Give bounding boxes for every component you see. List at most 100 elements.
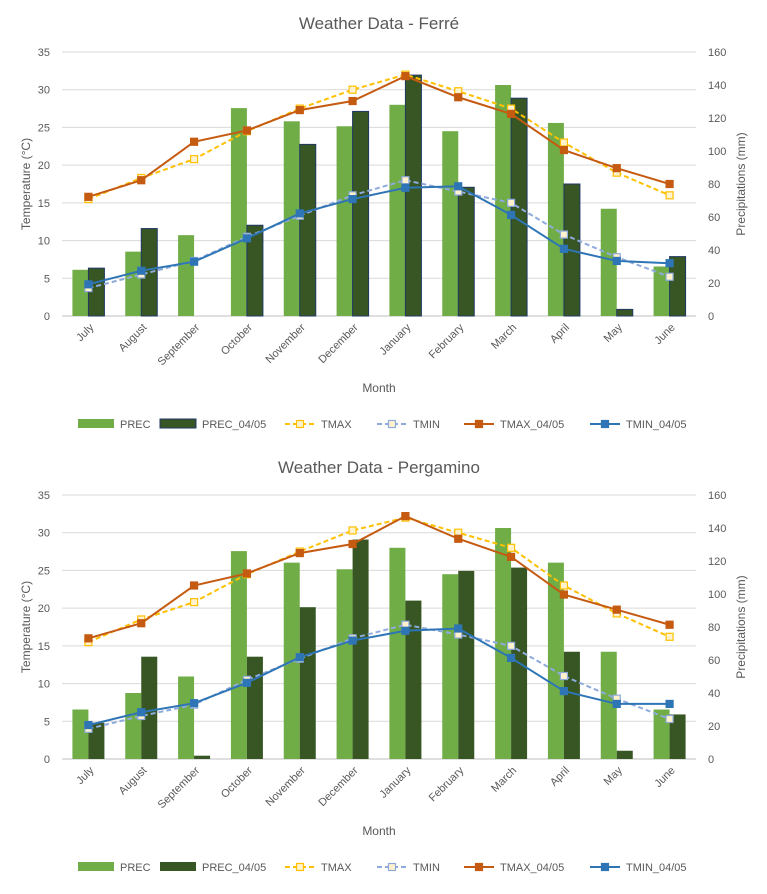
- point-tmin-04-05: [189, 699, 199, 708]
- point-tmax-04-05: [506, 109, 516, 118]
- bar-prec-04-05: [404, 74, 422, 317]
- legend-item: TMIN: [377, 862, 440, 874]
- bar-prec: [72, 709, 89, 759]
- point-tmin-04-05: [612, 699, 621, 709]
- point-tmax-04-05: [189, 581, 199, 590]
- line-tmax: [88, 73, 670, 201]
- legend-label: TMIN_04/05: [626, 419, 687, 431]
- line-tmin-04-05: [88, 627, 670, 727]
- point-tmax-04-05: [454, 93, 463, 102]
- point-tmax-04-05: [665, 620, 674, 629]
- point-tmin-04-05: [401, 183, 410, 192]
- y2-axis-title: Precipitations (mm): [734, 132, 748, 235]
- y2-tick-label: 80: [708, 179, 720, 191]
- x-tick-label: December: [316, 321, 361, 366]
- point-tmin-04-05: [242, 234, 252, 243]
- point-tmax-04-05: [137, 619, 146, 628]
- bar-prec-04-05: [352, 110, 370, 317]
- bar-prec-04-05: [352, 539, 369, 759]
- x-tick-label: February: [427, 321, 467, 361]
- point-tmin-04-05: [137, 266, 146, 275]
- point-tmin-04-05: [559, 687, 569, 696]
- point-tmin-04-05: [506, 210, 516, 220]
- bar-prec: [178, 235, 195, 316]
- legend-label: PREC: [120, 862, 151, 874]
- x-tick-label: June: [652, 322, 677, 347]
- x-tick-label: August: [117, 322, 150, 355]
- point-tmax: [189, 155, 199, 164]
- legend-marker: [295, 862, 305, 872]
- line-tmax: [88, 516, 670, 644]
- x-axis-title: Month: [362, 824, 395, 838]
- point-tmax-04-05: [348, 96, 357, 106]
- bar-prec-04-05: [457, 186, 475, 317]
- y-tick-label: 20: [38, 160, 50, 172]
- legend-label: TMIN: [413, 862, 440, 874]
- y2-tick-label: 40: [708, 245, 720, 257]
- legend-item: TMAX: [285, 862, 352, 874]
- bar-prec: [600, 208, 617, 316]
- x-tick-label: July: [74, 764, 97, 787]
- legend-label: TMAX: [321, 419, 352, 431]
- legend-swatch: [78, 862, 114, 871]
- x-tick-label: April: [548, 765, 572, 789]
- legend-marker: [600, 419, 610, 429]
- point-tmin-04-05: [612, 256, 621, 266]
- line-tmin-04-05: [88, 185, 670, 286]
- x-tick-label: May: [602, 321, 626, 345]
- legend-item: TMAX_04/05: [464, 419, 564, 431]
- legend-label: PREC_04/05: [202, 862, 266, 874]
- y2-tick-label: 120: [708, 113, 726, 125]
- legend-item: PREC: [78, 419, 151, 431]
- bar-prec: [442, 574, 459, 759]
- point-tmax-04-05: [84, 192, 93, 201]
- y-tick-label: 35: [38, 47, 50, 59]
- point-tmax-04-05: [401, 512, 410, 521]
- point-tmax: [665, 191, 674, 200]
- point-tmax: [665, 632, 674, 641]
- y2-tick-label: 100: [708, 589, 726, 601]
- x-tick-label: March: [489, 322, 519, 352]
- bar-prec: [125, 693, 142, 759]
- point-tmin: [506, 641, 516, 650]
- x-axis-title: Month: [362, 381, 395, 395]
- y2-tick-label: 60: [708, 212, 720, 224]
- bar-prec: [230, 551, 247, 759]
- legend-label: TMIN: [413, 419, 440, 431]
- legend-marker: [295, 419, 305, 429]
- y-tick-label: 10: [38, 679, 50, 691]
- y-axis-title: Temperature (°C): [19, 138, 33, 230]
- bar-prec: [547, 122, 564, 316]
- point-tmax: [506, 543, 516, 552]
- y-axis-title: Temperature (°C): [19, 581, 33, 673]
- y-tick-label: 25: [38, 122, 50, 134]
- bar-prec: [336, 569, 353, 759]
- bar-prec-04-05: [669, 256, 687, 317]
- point-tmin-04-05: [506, 653, 516, 663]
- y-tick-label: 15: [38, 198, 50, 210]
- y2-tick-label: 140: [708, 523, 726, 535]
- x-tick-label: August: [117, 765, 150, 798]
- y-tick-label: 30: [38, 85, 50, 97]
- bar-prec-04-05: [246, 656, 263, 759]
- line-tmax-04-05: [88, 75, 670, 198]
- point-tmin-04-05: [454, 624, 463, 633]
- point-tmax: [348, 85, 357, 94]
- y2-tick-label: 100: [708, 146, 726, 158]
- y2-tick-label: 20: [708, 721, 720, 733]
- y-tick-label: 30: [38, 528, 50, 540]
- x-tick-label: October: [219, 764, 255, 800]
- point-tmin-04-05: [189, 257, 199, 266]
- point-tmax-04-05: [401, 72, 410, 81]
- point-tmax: [348, 526, 357, 535]
- bar-prec-04-05: [194, 755, 211, 759]
- legend-swatch: [78, 419, 114, 428]
- bar-prec: [178, 676, 195, 759]
- line-tmin: [88, 179, 670, 290]
- point-tmin: [665, 272, 674, 281]
- point-tmin-04-05: [84, 720, 93, 730]
- point-tmin-04-05: [559, 244, 569, 253]
- point-tmax-04-05: [559, 590, 569, 599]
- x-tick-label: June: [652, 765, 677, 790]
- x-tick-label: September: [156, 321, 203, 368]
